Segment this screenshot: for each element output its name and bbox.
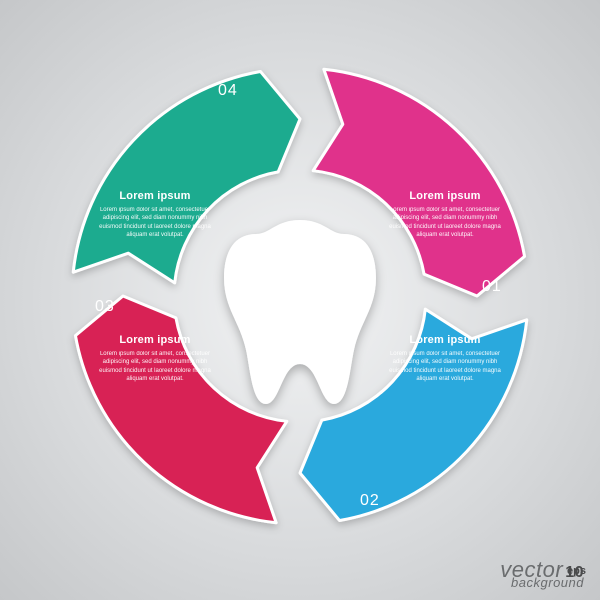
tooth-icon: [224, 220, 376, 404]
segment-title: Lorem ipsum: [370, 190, 520, 202]
segment-title: Lorem ipsum: [80, 190, 230, 202]
segment-number-04: 04: [218, 82, 238, 100]
footer-branding: vector10 eps background: [500, 557, 584, 590]
segment-title: Lorem ipsum: [370, 334, 520, 346]
segment-text-03: Lorem ipsum Lorem ipsum dolor sit amet, …: [80, 334, 230, 384]
ring-svg: [0, 0, 600, 600]
footer-subtitle: background: [500, 575, 584, 590]
segment-number-03: 03: [95, 298, 115, 316]
infographic-stage: Lorem ipsum Lorem ipsum dolor sit amet, …: [0, 0, 600, 600]
segment-body: Lorem ipsum dolor sit amet, consectetuer…: [80, 350, 230, 384]
segment-body: Lorem ipsum dolor sit amet, consectetuer…: [370, 206, 520, 240]
segment-text-02: Lorem ipsum Lorem ipsum dolor sit amet, …: [370, 334, 520, 384]
segment-body: Lorem ipsum dolor sit amet, consectetuer…: [370, 350, 520, 384]
segment-number-02: 02: [360, 492, 380, 510]
segment-text-04: Lorem ipsum Lorem ipsum dolor sit amet, …: [80, 190, 230, 240]
segment-body: Lorem ipsum dolor sit amet, consectetuer…: [80, 206, 230, 240]
segment-title: Lorem ipsum: [80, 334, 230, 346]
segment-text-01: Lorem ipsum Lorem ipsum dolor sit amet, …: [370, 190, 520, 240]
segment-number-01: 01: [482, 278, 502, 296]
